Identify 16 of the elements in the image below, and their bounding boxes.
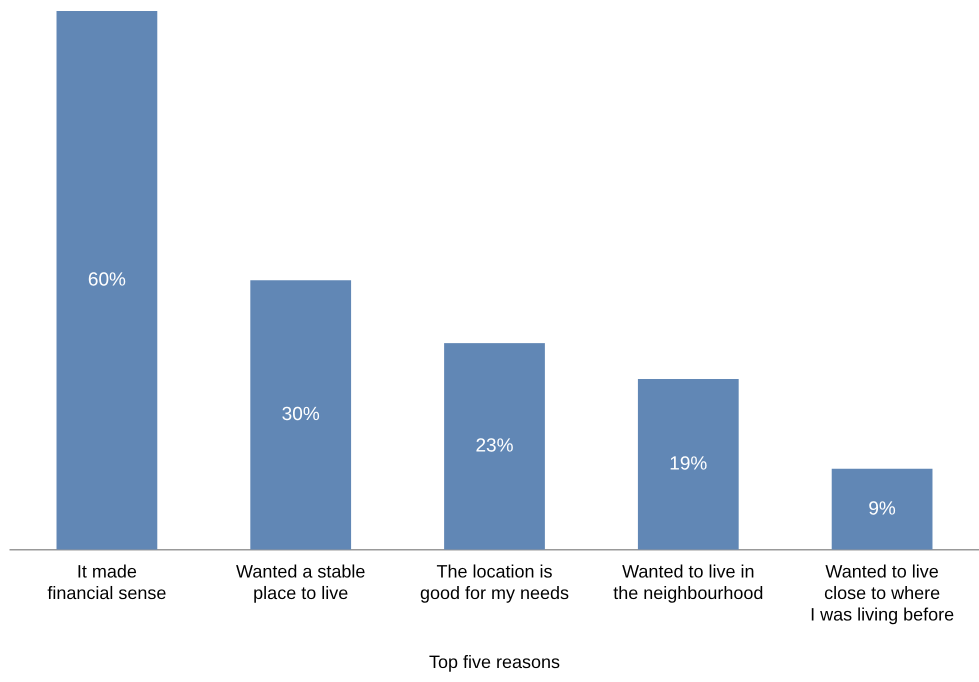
x-tick-label: Wanted to live close to where I was living before (810, 561, 954, 625)
x-tick-label: The location is good for my needs (420, 561, 570, 603)
data-label: 9% (868, 498, 896, 520)
bar (250, 280, 352, 550)
bar (638, 379, 739, 550)
x-tick-label: Wanted to live in the neighbourhood (613, 561, 764, 603)
bar (56, 11, 158, 550)
data-label: 23% (475, 436, 514, 457)
x-tick-label: Wanted a stable place to live (236, 561, 366, 603)
x-tick-label: It made financial sense (47, 561, 166, 603)
bar (444, 343, 545, 550)
data-label: 19% (669, 454, 708, 475)
x-axis-title: Top five reasons (428, 652, 560, 672)
bar (832, 468, 932, 550)
data-label: 30% (282, 404, 320, 426)
data-label: 60% (88, 270, 126, 291)
